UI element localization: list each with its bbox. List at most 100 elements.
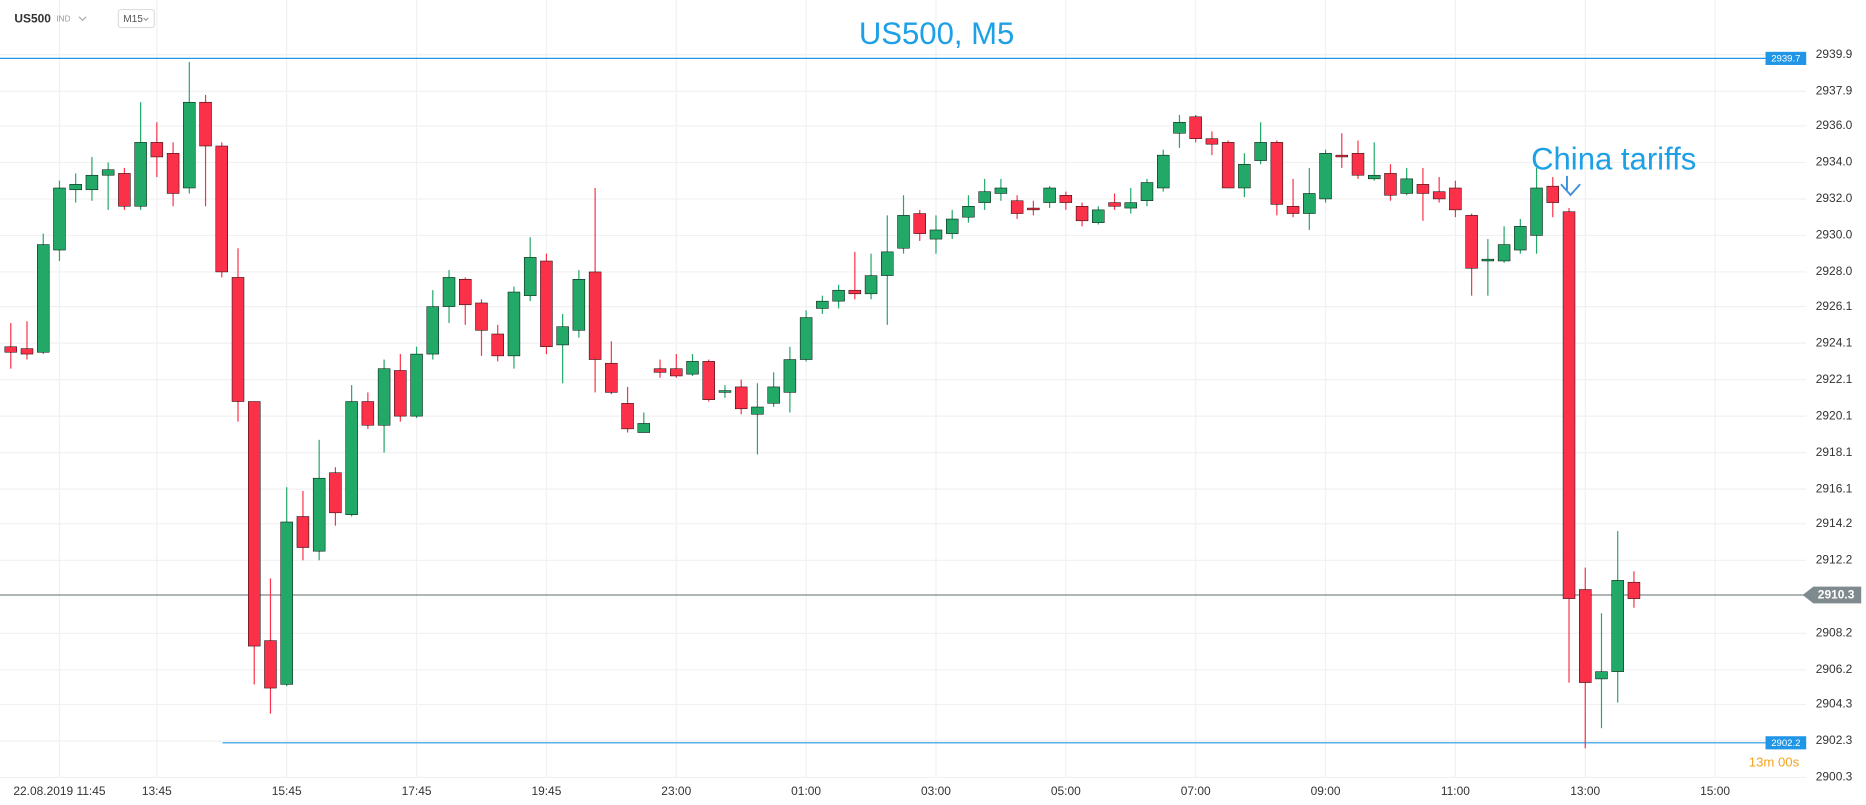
- price-label-box: [1765, 51, 1807, 65]
- candle-body: [913, 213, 926, 234]
- current-price-box: [1802, 586, 1862, 604]
- x-tick-label: 13:45: [142, 784, 172, 798]
- candle-body: [929, 229, 943, 240]
- candle-body: [361, 401, 375, 426]
- candle-body: [1497, 244, 1511, 262]
- candle-body: [848, 289, 862, 295]
- candle-body: [1611, 580, 1624, 672]
- candle-body: [377, 368, 391, 426]
- y-tick-label: 2912.2: [1816, 552, 1853, 566]
- candle-body: [945, 218, 959, 234]
- annotation: China tariffs: [1531, 142, 1696, 177]
- candle-body: [1189, 116, 1202, 139]
- candle-body: [1010, 200, 1024, 214]
- candle-body: [637, 423, 651, 433]
- candle-body: [572, 278, 586, 331]
- candle-body: [702, 361, 715, 400]
- candle-body: [329, 472, 342, 514]
- interval-box[interactable]: [117, 8, 155, 29]
- candle-body: [1368, 174, 1381, 180]
- candle-body: [1335, 154, 1348, 158]
- candle-body: [491, 333, 504, 357]
- y-tick-label: 2906.2: [1816, 662, 1853, 676]
- current-price-label: 2910.3: [1818, 588, 1855, 602]
- chart-title: US500, M5: [859, 16, 1014, 51]
- candle-body: [475, 302, 488, 331]
- x-tick-label: 09:00: [1311, 784, 1341, 798]
- candle-body: [1400, 178, 1413, 194]
- interval-caret: [143, 17, 149, 22]
- candle-body: [962, 205, 975, 218]
- candle-body: [881, 251, 894, 276]
- candle-body: [1432, 191, 1446, 200]
- x-tick-label: 19:45: [531, 784, 561, 798]
- candle-body: [832, 289, 845, 302]
- y-tick-label: 2920.1: [1816, 408, 1853, 422]
- candle-body: [734, 386, 748, 410]
- y-tick-label: 2902.3: [1816, 733, 1853, 747]
- candle-body: [1043, 187, 1056, 203]
- y-tick-label: 2936.0: [1816, 118, 1853, 132]
- x-tick-label: 11:00: [1441, 784, 1470, 798]
- candle-body: [53, 187, 66, 251]
- candle-body: [1221, 142, 1235, 189]
- y-tick-label: 2932.0: [1816, 191, 1853, 205]
- y-tick-label: 2934.0: [1816, 155, 1853, 169]
- candle-body: [1205, 138, 1219, 145]
- candle-body: [1124, 202, 1137, 209]
- candle-body: [897, 215, 910, 249]
- candle-body: [1351, 153, 1365, 176]
- interval[interactable]: M15: [123, 14, 143, 25]
- candle-body: [199, 101, 212, 147]
- candle-body: [134, 142, 147, 207]
- candle-body: [864, 275, 878, 295]
- candle-body: [718, 390, 732, 393]
- y-tick-label: 2918.1: [1816, 445, 1853, 459]
- candle-body: [442, 277, 456, 307]
- candle-body: [118, 173, 131, 207]
- candle-body: [1092, 209, 1105, 223]
- candle-body: [1416, 184, 1430, 194]
- candle-body: [166, 153, 180, 194]
- candle-body: [686, 361, 699, 375]
- y-tick-label: 2924.1: [1816, 335, 1853, 349]
- candle-body: [1140, 182, 1154, 201]
- price-label-box: [1765, 736, 1807, 750]
- candle-body: [150, 142, 164, 158]
- candle-body: [248, 401, 261, 647]
- candle-body: [280, 521, 293, 685]
- x-tick-label: 15:45: [272, 784, 302, 798]
- x-tick-label: 07:00: [1181, 784, 1211, 798]
- y-tick-label: 2916.1: [1816, 481, 1853, 495]
- candle-body: [183, 101, 196, 189]
- candle-body: [1319, 153, 1332, 200]
- candle-body: [410, 353, 423, 417]
- symbol[interactable]: US500: [14, 11, 51, 25]
- candle-body: [426, 306, 440, 355]
- y-tick-label: 2900.3: [1816, 770, 1853, 784]
- countdown: 13m 00s: [1749, 755, 1800, 770]
- y-tick-label: 2922.1: [1816, 372, 1853, 386]
- candle-body: [799, 317, 813, 360]
- y-tick-label: 2904.3: [1816, 697, 1853, 711]
- candle-body: [523, 257, 537, 296]
- candle-body: [1579, 589, 1592, 683]
- candle-body: [69, 184, 82, 191]
- y-tick-label: 2908.2: [1816, 625, 1853, 639]
- candle-body: [215, 145, 228, 273]
- candle-body: [751, 406, 764, 415]
- candle-body: [1157, 154, 1170, 189]
- candle-body: [1059, 195, 1073, 203]
- candle-body: [231, 277, 245, 402]
- market: IND: [56, 13, 70, 23]
- dropdown-caret[interactable]: [78, 16, 87, 22]
- candle-body: [767, 386, 780, 404]
- x-tick-label: 17:45: [402, 784, 432, 798]
- candle-body: [978, 191, 991, 203]
- x-tick-label: 03:00: [921, 784, 951, 798]
- candle-body: [1075, 205, 1089, 222]
- candle-body: [605, 362, 618, 393]
